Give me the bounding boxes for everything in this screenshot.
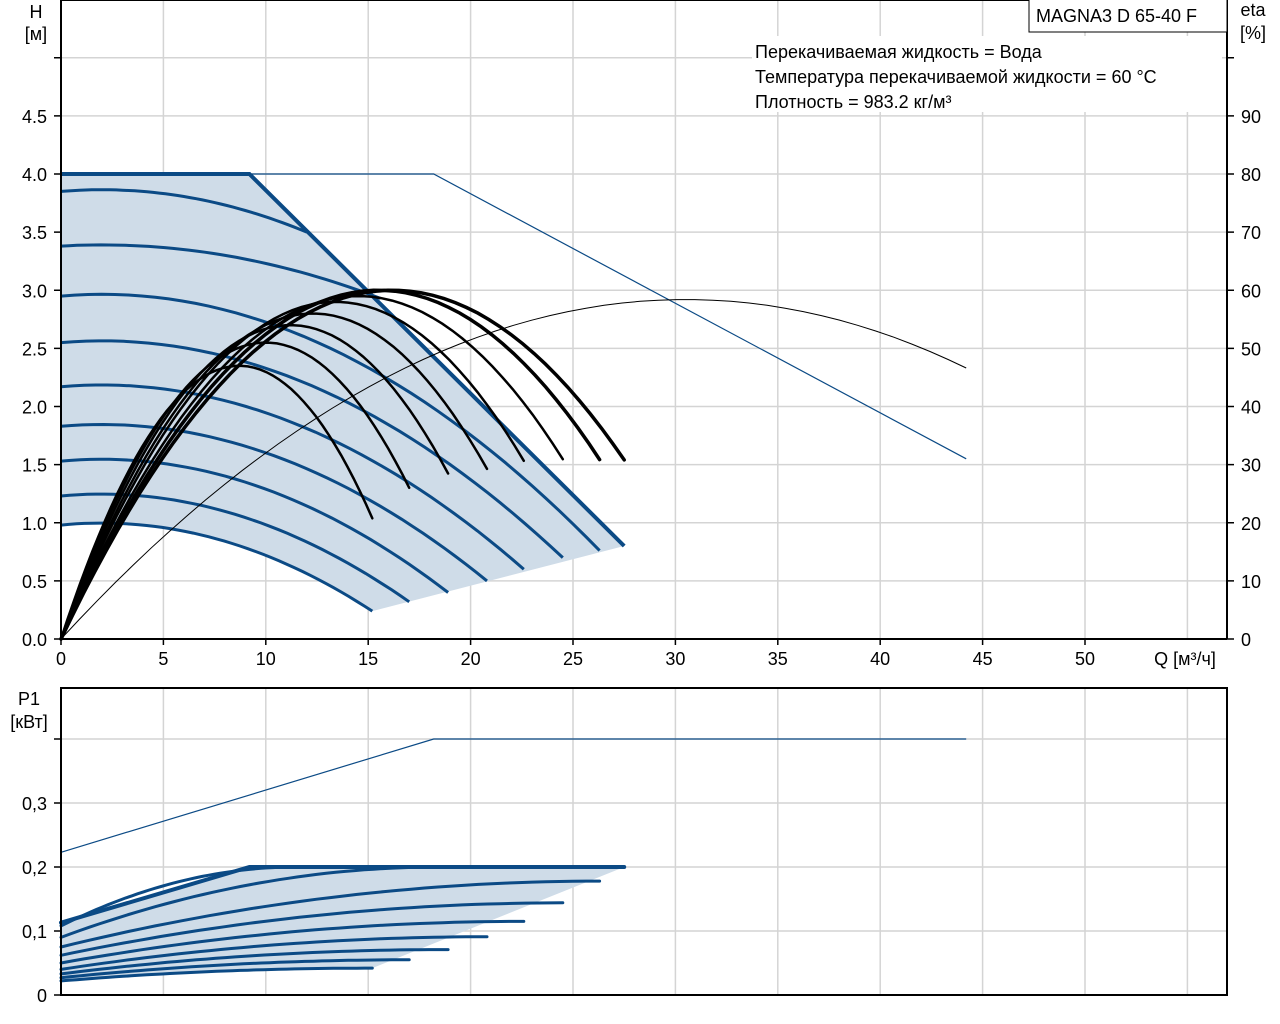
power-plot-axes: 0 0,1 0,2 0,3: [22, 687, 1228, 1006]
x-tick-label: 10: [256, 649, 276, 669]
power-curve: [59, 919, 526, 965]
x-tick-label: 45: [973, 649, 993, 669]
y2-tick-label: 10: [1241, 572, 1261, 592]
y-tick-label: 2.5: [22, 339, 47, 359]
y-axis-label-p1: P1: [18, 689, 40, 709]
reference-head-curve: [61, 173, 967, 460]
y2-tick-label: 40: [1241, 398, 1261, 418]
reference-efficiency-curve: [60, 299, 967, 640]
x-tick-label: 30: [665, 649, 685, 669]
y-tick-label: 0: [37, 986, 47, 1006]
x-axis-label: Q [м³/ч]: [1154, 649, 1216, 669]
head-curve: [60, 383, 525, 571]
x-tick-label: 0: [56, 649, 66, 669]
y-tick-label: 1.0: [22, 514, 47, 534]
y2-tick-label: 50: [1241, 339, 1261, 359]
y-axis-unit-h: [м]: [25, 24, 47, 44]
annotation-background: [752, 36, 1222, 112]
y-tick-label: 0,3: [22, 794, 47, 814]
annotation-density: Плотность = 983.2 кг/м³: [755, 92, 951, 112]
y-tick-label: 3.5: [22, 223, 47, 243]
y-tick-label: 2.0: [22, 398, 47, 418]
model-title-box: [1028, 0, 1228, 33]
y2-tick-label: 80: [1241, 165, 1261, 185]
y-tick-label: 3.0: [22, 281, 47, 301]
y2-tick-label: 70: [1241, 223, 1261, 243]
power-plot-border: [60, 687, 1228, 996]
efficiency-curve: [59, 323, 450, 641]
head-curve: [60, 422, 488, 583]
power-curve: [59, 948, 450, 976]
y-tick-label: 0.0: [22, 630, 47, 650]
y-tick-label: 0,2: [22, 858, 47, 878]
efficiency-curve: [59, 288, 626, 641]
y-axis-label-h: H: [30, 2, 43, 22]
power-curve: [59, 958, 411, 980]
y-axis-unit-p1: [кВт]: [10, 712, 48, 732]
reference-power-curve: [60, 738, 967, 853]
annotation-temperature: Температура перекачиваемой жидкости = 60…: [755, 67, 1157, 87]
y2-tick-label: 0: [1241, 630, 1251, 650]
efficiency-curve: [59, 288, 602, 641]
model-title: MAGNA3 D 65-40 F: [1036, 6, 1197, 26]
head-curve: [60, 292, 601, 552]
y-tick-label: 4.0: [22, 165, 47, 185]
power-plot-curves: [59, 738, 967, 983]
head-plot-axes: 0.0 0.5 1.0 1.5 2.0 2.5 3.0 3.5 4.0 4.5 0 10 20 30 40 5…: [22, 0, 1261, 669]
x-tick-label: 25: [563, 649, 583, 669]
efficiency-curve: [59, 341, 411, 641]
y2-tick-label: 90: [1241, 107, 1261, 127]
power-curve: [59, 966, 374, 983]
annotation-liquid: Перекачиваемая жидкость = Вода: [755, 42, 1043, 62]
x-tick-label: 5: [158, 649, 168, 669]
y2-axis-label-eta: eta: [1240, 0, 1266, 20]
x-tick-label: 15: [358, 649, 378, 669]
y-tick-label: 1.5: [22, 456, 47, 476]
efficiency-curve: [59, 364, 374, 641]
y2-tick-label: 60: [1241, 281, 1261, 301]
x-tick-label: 50: [1075, 649, 1095, 669]
y2-tick-label: 20: [1241, 514, 1261, 534]
power-curve: [59, 901, 565, 957]
efficiency-curve: [59, 312, 489, 641]
max-power-curve: [59, 865, 627, 925]
y2-tick-label: 30: [1241, 456, 1261, 476]
y-tick-label: 4.5: [22, 107, 47, 127]
y-tick-label: 0,1: [22, 922, 47, 942]
power-curve: [59, 935, 489, 971]
head-curve: [60, 243, 382, 300]
y2-axis-unit-eta: [%]: [1240, 23, 1266, 43]
operating-range-fill: [61, 174, 625, 612]
power-curve: [59, 879, 602, 949]
efficiency-curve: [59, 300, 526, 641]
head-curve: [60, 188, 308, 234]
head-curve: [60, 457, 450, 594]
y-tick-label: 0.5: [22, 572, 47, 592]
x-tick-label: 20: [461, 649, 481, 669]
x-tick-label: 40: [870, 649, 890, 669]
x-tick-label: 35: [768, 649, 788, 669]
head-plot-curves: [59, 172, 967, 641]
head-curve: [60, 339, 564, 559]
